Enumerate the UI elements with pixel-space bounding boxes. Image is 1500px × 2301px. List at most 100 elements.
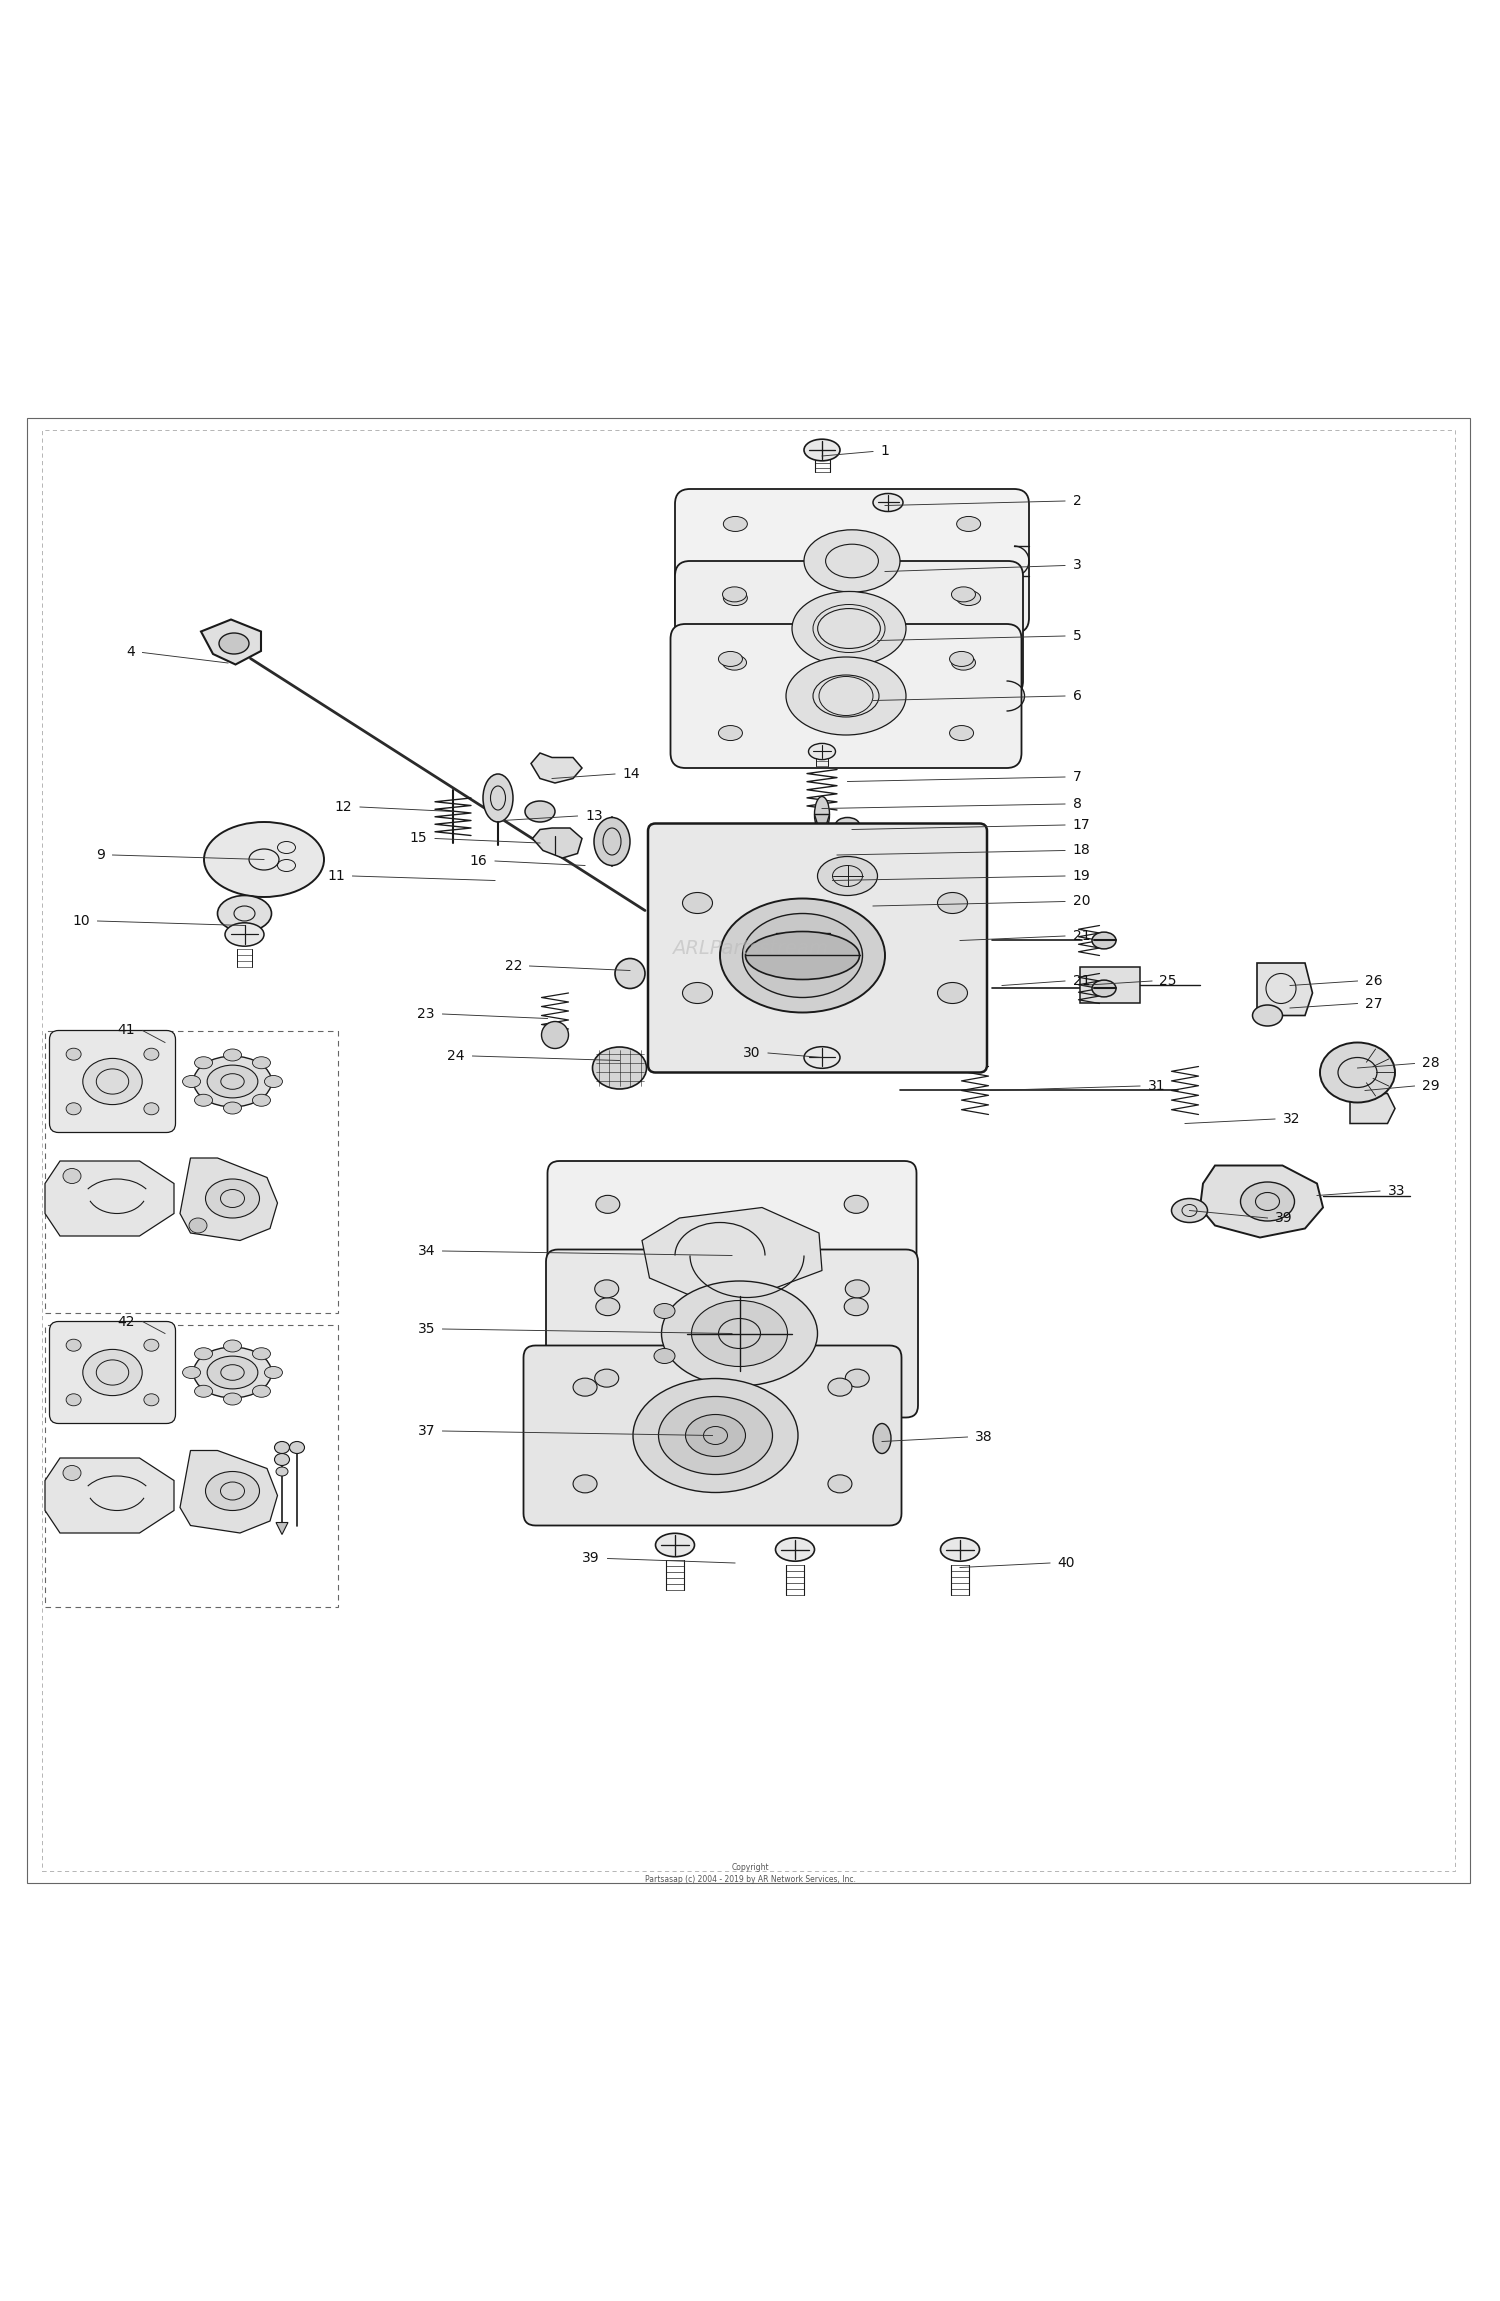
Ellipse shape	[846, 1369, 870, 1388]
Ellipse shape	[219, 633, 249, 653]
Ellipse shape	[66, 1102, 81, 1114]
Text: 27: 27	[1365, 996, 1383, 1010]
FancyBboxPatch shape	[50, 1031, 176, 1132]
Polygon shape	[180, 1450, 278, 1532]
Ellipse shape	[194, 1346, 272, 1397]
Ellipse shape	[525, 801, 555, 821]
FancyBboxPatch shape	[648, 824, 987, 1072]
Ellipse shape	[264, 1075, 282, 1088]
Ellipse shape	[746, 932, 859, 980]
Ellipse shape	[950, 725, 974, 741]
Ellipse shape	[1092, 932, 1116, 948]
Ellipse shape	[224, 1049, 242, 1061]
Ellipse shape	[1240, 1183, 1294, 1222]
Polygon shape	[531, 752, 582, 782]
Ellipse shape	[274, 1454, 290, 1466]
Text: 33: 33	[1388, 1185, 1406, 1199]
Ellipse shape	[217, 895, 272, 932]
Ellipse shape	[808, 743, 836, 759]
FancyBboxPatch shape	[675, 561, 1023, 695]
Polygon shape	[1257, 964, 1312, 1015]
Ellipse shape	[957, 515, 981, 532]
Ellipse shape	[723, 587, 747, 603]
Ellipse shape	[836, 817, 860, 833]
Ellipse shape	[633, 1378, 798, 1493]
Ellipse shape	[195, 1056, 213, 1068]
Ellipse shape	[252, 1056, 270, 1068]
Ellipse shape	[66, 1339, 81, 1351]
FancyBboxPatch shape	[524, 1346, 902, 1526]
Polygon shape	[642, 1208, 822, 1300]
Ellipse shape	[957, 591, 981, 605]
Text: 26: 26	[1365, 973, 1383, 987]
Ellipse shape	[596, 1298, 619, 1316]
Text: 32: 32	[1282, 1111, 1300, 1125]
Ellipse shape	[654, 1348, 675, 1364]
Ellipse shape	[837, 897, 897, 911]
Ellipse shape	[195, 1385, 213, 1397]
Ellipse shape	[66, 1049, 81, 1061]
Text: 23: 23	[417, 1008, 435, 1022]
Ellipse shape	[658, 1397, 772, 1475]
Ellipse shape	[542, 1022, 568, 1049]
Ellipse shape	[82, 1348, 142, 1397]
Polygon shape	[831, 881, 843, 895]
Text: 39: 39	[582, 1551, 600, 1565]
Text: 41: 41	[117, 1024, 135, 1038]
Polygon shape	[45, 1459, 174, 1532]
Ellipse shape	[206, 1473, 260, 1509]
Ellipse shape	[938, 983, 968, 1003]
Ellipse shape	[264, 1367, 282, 1378]
Ellipse shape	[692, 1300, 788, 1367]
Text: 24: 24	[447, 1049, 465, 1063]
Ellipse shape	[592, 1047, 646, 1088]
FancyBboxPatch shape	[546, 1249, 918, 1417]
Bar	[45, 1325, 338, 1606]
Ellipse shape	[1252, 1006, 1282, 1026]
Text: 25: 25	[1160, 973, 1178, 987]
Ellipse shape	[573, 1378, 597, 1397]
Text: 4: 4	[126, 647, 135, 660]
Ellipse shape	[718, 651, 742, 667]
Text: 21: 21	[1072, 973, 1090, 987]
Text: 22: 22	[504, 960, 522, 973]
Ellipse shape	[723, 656, 747, 670]
Ellipse shape	[656, 1532, 694, 1558]
Ellipse shape	[786, 658, 906, 734]
Ellipse shape	[846, 1279, 870, 1298]
Ellipse shape	[224, 1102, 242, 1114]
Text: 13: 13	[585, 810, 603, 824]
Polygon shape	[180, 1157, 278, 1240]
Ellipse shape	[951, 587, 975, 603]
Ellipse shape	[207, 1065, 258, 1098]
Ellipse shape	[594, 1369, 618, 1388]
Text: 2: 2	[1072, 495, 1082, 509]
Text: 1: 1	[880, 444, 890, 458]
Text: 8: 8	[1072, 796, 1082, 810]
Ellipse shape	[940, 1537, 980, 1560]
Ellipse shape	[742, 913, 862, 999]
Ellipse shape	[594, 817, 630, 865]
Ellipse shape	[654, 1302, 675, 1318]
Ellipse shape	[596, 1194, 619, 1213]
Ellipse shape	[252, 1095, 270, 1107]
Ellipse shape	[950, 651, 974, 667]
Text: 16: 16	[470, 854, 488, 867]
Ellipse shape	[776, 1537, 814, 1560]
Ellipse shape	[804, 529, 900, 591]
Polygon shape	[45, 1162, 174, 1236]
Text: 15: 15	[410, 831, 428, 844]
Ellipse shape	[873, 492, 903, 511]
Ellipse shape	[194, 1056, 272, 1107]
Ellipse shape	[224, 1392, 242, 1406]
Ellipse shape	[723, 591, 747, 605]
Ellipse shape	[144, 1049, 159, 1061]
Ellipse shape	[804, 439, 840, 460]
Ellipse shape	[804, 1047, 840, 1068]
FancyBboxPatch shape	[548, 1162, 916, 1351]
Ellipse shape	[792, 591, 906, 665]
Ellipse shape	[662, 1282, 818, 1385]
Ellipse shape	[938, 893, 968, 913]
Text: 5: 5	[1072, 628, 1082, 642]
Ellipse shape	[189, 1217, 207, 1233]
